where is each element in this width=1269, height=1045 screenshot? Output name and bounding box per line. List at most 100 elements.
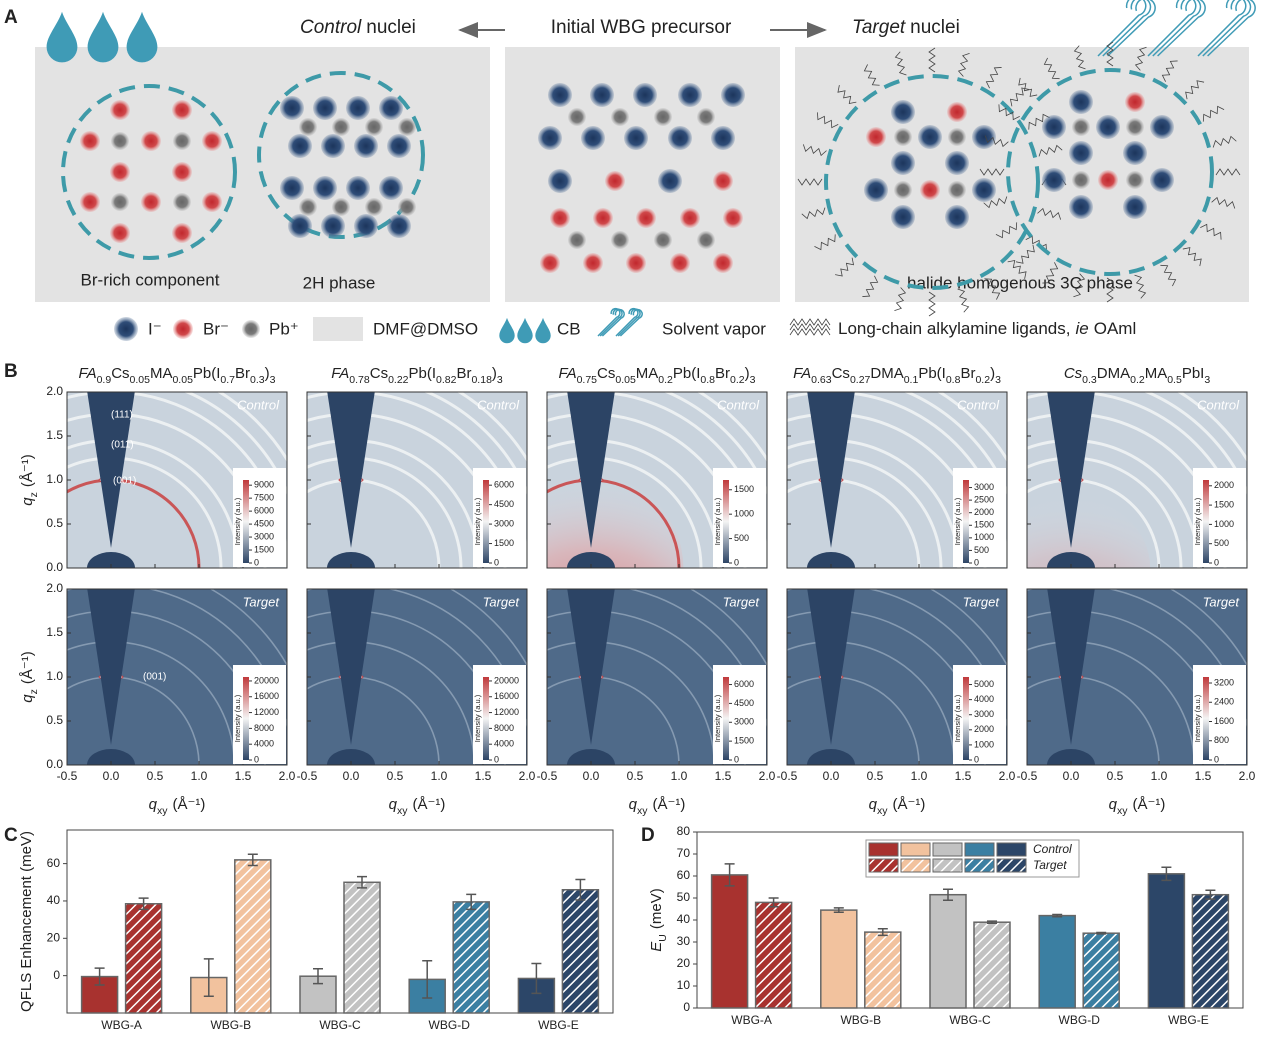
colorbar-box	[713, 468, 766, 567]
beamstop	[327, 749, 375, 765]
x-tick-label: -0.5	[1017, 769, 1038, 783]
colorbar-tick-label: 1000	[974, 739, 994, 749]
colorbar-tick-label: 800	[1214, 735, 1229, 745]
error-bar	[247, 853, 258, 867]
atom	[605, 171, 625, 191]
colorbar-label: Intensity (a.u.)	[233, 694, 242, 742]
error-bar	[1161, 866, 1172, 882]
composition-title: FA0.63Cs0.27DMA0.1Pb(I0.8Br0.2)3	[793, 365, 1001, 386]
atom	[332, 198, 350, 216]
legend-text: Solvent vapor	[662, 319, 766, 338]
x-tick-label: WBG-E	[1168, 1013, 1209, 1027]
map-glow	[1027, 497, 1151, 568]
peak-label: (011)	[111, 440, 134, 451]
atom	[713, 253, 733, 273]
beamstop	[567, 749, 615, 765]
colorbar	[723, 480, 729, 563]
atom	[288, 134, 312, 158]
atom	[313, 96, 337, 120]
colorbar-tick-label: 9000	[254, 480, 274, 490]
atom	[891, 151, 915, 175]
ligand	[1134, 46, 1147, 71]
ligand	[1200, 223, 1222, 240]
colorbar-tick-label: 0	[974, 557, 979, 567]
x-tick-label: WBG-D	[1059, 1013, 1101, 1027]
x-tick-label: 1.5	[475, 769, 492, 783]
ligand	[1038, 144, 1063, 157]
bar	[864, 931, 902, 1009]
colorbar-tick-label: 4000	[494, 739, 514, 749]
colorbar-tick-label: 7500	[254, 493, 274, 503]
atom	[948, 181, 966, 199]
vapor-icon	[1152, 0, 1202, 57]
panel-label: B	[4, 361, 18, 382]
drop-icon	[517, 317, 533, 344]
composition-title: FA0.75Cs0.05MA0.2Pb(I0.8Br0.2)3	[559, 365, 756, 386]
atom	[398, 198, 416, 216]
row-label: Target	[1203, 594, 1241, 609]
beam-wedge	[327, 392, 375, 548]
atom	[670, 253, 690, 273]
ligand	[979, 168, 1005, 176]
vapor-icon	[1207, 0, 1256, 57]
x-tick-label: WBG-D	[429, 1018, 471, 1032]
bar	[1147, 873, 1186, 1009]
beamstop	[87, 749, 135, 765]
colorbar-tick-label: 20000	[494, 675, 519, 685]
error-bar	[1096, 931, 1107, 935]
legend-swatch	[868, 858, 899, 873]
panel-label: C	[4, 825, 18, 846]
colorbar-tick-label: 12000	[494, 707, 519, 717]
ligand	[1160, 264, 1177, 287]
ligand	[894, 287, 907, 312]
peak-label: (111)	[111, 410, 133, 421]
legend-text: CB	[557, 319, 581, 338]
colorbar-tick-label: 500	[734, 533, 749, 543]
bar	[1191, 893, 1230, 1009]
atom	[918, 125, 942, 149]
x-tick-label: -0.5	[777, 769, 798, 783]
error-bar	[313, 967, 323, 985]
bar	[754, 901, 793, 1009]
beam-wedge	[807, 392, 855, 548]
atom	[110, 162, 130, 182]
ligand	[835, 257, 855, 277]
atom	[1042, 115, 1066, 139]
x-tick-label: -0.5	[297, 769, 318, 783]
atom	[538, 126, 562, 150]
ligand	[1018, 77, 1038, 97]
atom	[173, 132, 191, 150]
y-tick-label: 1.5	[46, 625, 63, 639]
x-tick-label: 0.0	[343, 769, 360, 783]
x-tick-label: WBG-A	[101, 1018, 142, 1032]
legend-swatch	[964, 842, 995, 857]
legend-swatch	[996, 842, 1027, 857]
colorbar	[1203, 480, 1209, 563]
vapor-icon	[1197, 0, 1247, 57]
atom	[711, 126, 735, 150]
atom	[1125, 92, 1145, 112]
beam-wedge	[567, 392, 615, 548]
ligand	[1212, 135, 1237, 148]
beamstop	[807, 749, 855, 765]
x-tick-label: 1.0	[1151, 769, 1168, 783]
atom	[1150, 115, 1174, 139]
composition-title: FA0.9Cs0.05MA0.05Pb(I0.7Br0.3)3	[79, 365, 276, 386]
atom	[173, 193, 191, 211]
colorbar-tick-label: 0	[494, 754, 499, 764]
ligand	[1211, 196, 1236, 209]
error-bar	[94, 967, 105, 986]
legend-swatch	[932, 858, 963, 873]
colorbar-tick-label: 4500	[254, 518, 274, 528]
y-axis-label: EU(meV)	[648, 888, 669, 951]
atom	[894, 181, 912, 199]
beamstop	[807, 552, 855, 568]
atom	[299, 198, 317, 216]
colorbar-tick-label: 4000	[254, 739, 274, 749]
x-axis-label: qxy (Å⁻¹)	[869, 796, 926, 817]
atom	[172, 162, 192, 182]
x-tick-label: 2.0	[519, 769, 536, 783]
legend-text: Long-chain alkylamine ligands, ie OAml	[838, 319, 1136, 338]
atom	[321, 134, 345, 158]
error-bar	[1052, 913, 1063, 918]
